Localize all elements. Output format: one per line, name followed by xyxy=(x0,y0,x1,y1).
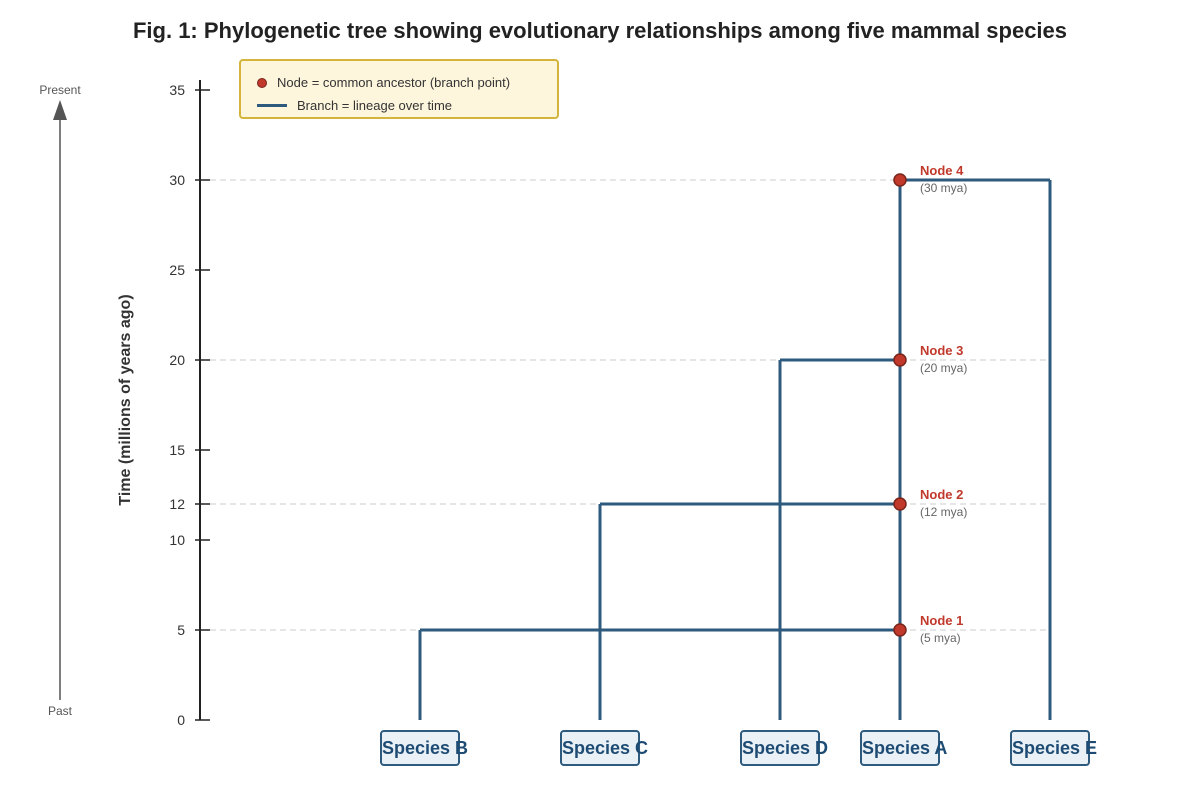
ancestor-nodes: Node 1 (5 mya) Node 2 (12 mya) Node 3 (20 mya… xyxy=(893,163,967,645)
legend-node-row: Node = common ancestor (branch point) xyxy=(257,75,510,90)
figure-title: Fig. 1: Phylogenetic tree showing evolut… xyxy=(132,18,1068,43)
species-label-D: Species D xyxy=(740,730,828,766)
node-label-3: Node 3 xyxy=(920,343,963,358)
y-tick-label-15: 15 xyxy=(169,442,185,458)
time-arrow-head xyxy=(53,100,67,120)
branches xyxy=(418,178,1052,720)
legend-branch-row: Branch = lineage over time xyxy=(257,98,452,113)
legend: Node = common ancestor (branch point) Br… xyxy=(239,59,559,119)
y-tick-label-0: 0 xyxy=(177,712,185,728)
ancestor-node-1 xyxy=(893,623,907,637)
y-tick-label-25: 25 xyxy=(169,262,185,278)
grid-lines xyxy=(210,179,1050,631)
node-label-1: Node 1 xyxy=(920,613,963,628)
node-label-4: Node 4 xyxy=(920,163,964,178)
node-time-label-3: (20 mya) xyxy=(920,361,967,375)
node-time-label-2: (12 mya) xyxy=(920,505,967,519)
y-axis: 0 5 10 12 15 20 25 30 35 xyxy=(169,80,210,728)
time-direction-arrow xyxy=(53,100,67,700)
ancestor-node-2 xyxy=(893,497,907,511)
y-axis-label: Time (millions of years ago) xyxy=(117,294,134,505)
species-label-B: Species B xyxy=(380,730,468,766)
node-time-label-4: (30 mya) xyxy=(920,181,967,195)
species-label-E: Species E xyxy=(1010,730,1097,766)
ancestor-node-4 xyxy=(893,173,907,187)
species-label-A: Species A xyxy=(860,730,947,766)
node-label-2: Node 2 xyxy=(920,487,963,502)
node-time-label-1: (5 mya) xyxy=(920,631,961,645)
y-tick-label-30: 30 xyxy=(169,172,185,188)
legend-branch-label: Branch = lineage over time xyxy=(297,98,453,113)
y-tick-label-5: 5 xyxy=(177,622,185,638)
y-tick-label-35: 35 xyxy=(169,82,185,98)
legend-node-icon xyxy=(257,77,267,88)
legend-branch-icon xyxy=(257,104,287,107)
y-tick-label-20: 20 xyxy=(169,352,185,368)
y-tick-label-12: 12 xyxy=(169,496,185,512)
y-tick-label-10: 10 xyxy=(169,532,185,548)
present-label: Present xyxy=(39,83,81,97)
species-label-C: Species C xyxy=(560,730,648,766)
legend-node-label: Node = common ancestor (branch point) xyxy=(277,75,511,90)
past-label: Past xyxy=(47,704,72,718)
ancestor-node-3 xyxy=(893,353,907,367)
